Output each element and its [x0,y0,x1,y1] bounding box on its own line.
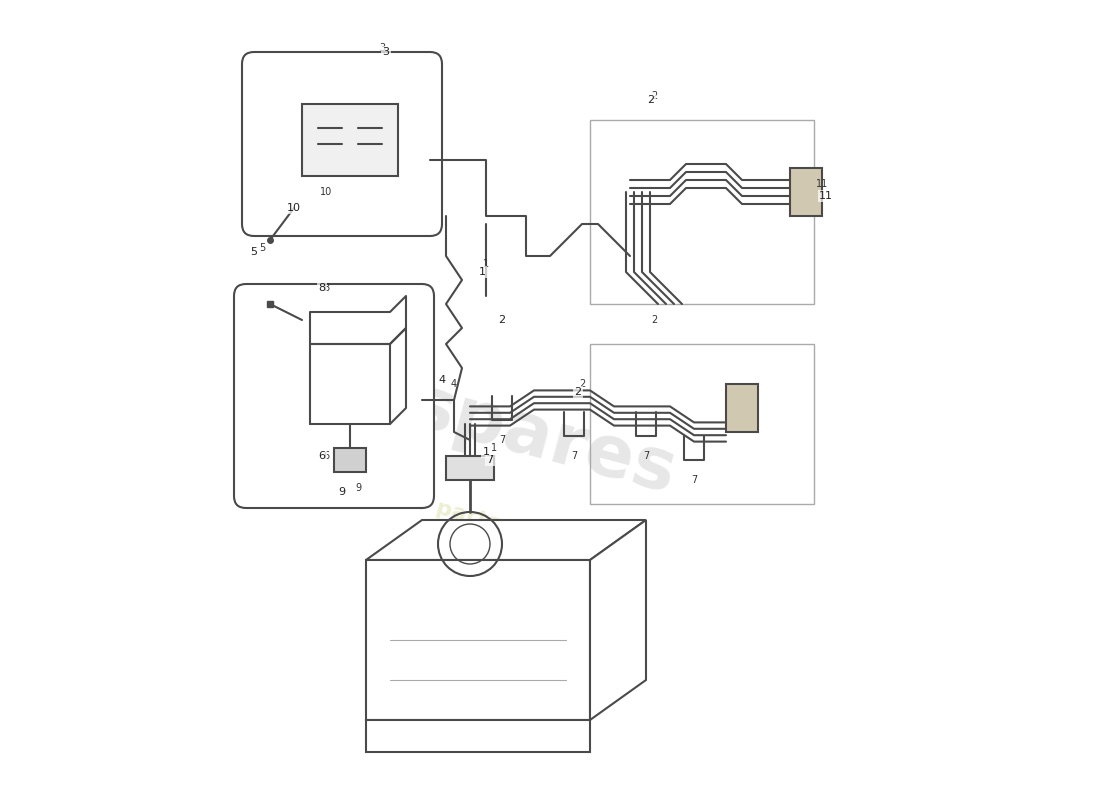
Text: 10: 10 [287,203,301,213]
Text: 1: 1 [483,259,490,269]
Text: 11: 11 [820,191,833,201]
Bar [790,168,822,216]
Text: 9: 9 [355,483,361,493]
Text: 10: 10 [320,187,332,197]
Text: 4: 4 [451,379,458,389]
Text: 7: 7 [571,451,578,461]
Bar [302,104,398,176]
Text: 4: 4 [439,375,446,385]
Text: 6: 6 [323,451,329,461]
PathPatch shape [366,520,646,560]
Bar [590,344,814,504]
Text: eurospares: eurospares [224,323,683,509]
Text: 5: 5 [258,243,265,253]
Text: 2: 2 [651,91,657,101]
Text: 6: 6 [319,451,326,461]
Text: 8: 8 [323,283,329,293]
Text: 7: 7 [486,455,494,465]
Text: 2: 2 [579,379,585,389]
PathPatch shape [366,720,590,752]
Text: 3: 3 [383,47,389,57]
Bar [334,448,366,472]
Text: 2: 2 [651,315,657,325]
Text: 2: 2 [574,387,582,397]
Text: a passion for parts since 1985: a passion for parts since 1985 [268,454,639,570]
Text: 1: 1 [478,267,485,277]
Text: 11: 11 [816,179,828,189]
Text: 5: 5 [251,247,257,257]
Text: 2: 2 [647,95,654,105]
Text: 1: 1 [491,443,497,453]
Bar [726,384,758,432]
Text: 7: 7 [499,435,505,445]
Text: 3: 3 [378,43,385,53]
PathPatch shape [590,520,646,720]
FancyBboxPatch shape [234,284,434,508]
Bar [590,120,814,304]
Text: 8: 8 [318,283,326,293]
Text: 1: 1 [483,447,490,457]
Text: 2: 2 [498,315,506,325]
Text: 9: 9 [339,487,345,497]
Text: 7: 7 [642,451,649,461]
PathPatch shape [366,560,590,720]
FancyBboxPatch shape [242,52,442,236]
Text: 7: 7 [691,475,697,485]
Bar [446,456,494,480]
